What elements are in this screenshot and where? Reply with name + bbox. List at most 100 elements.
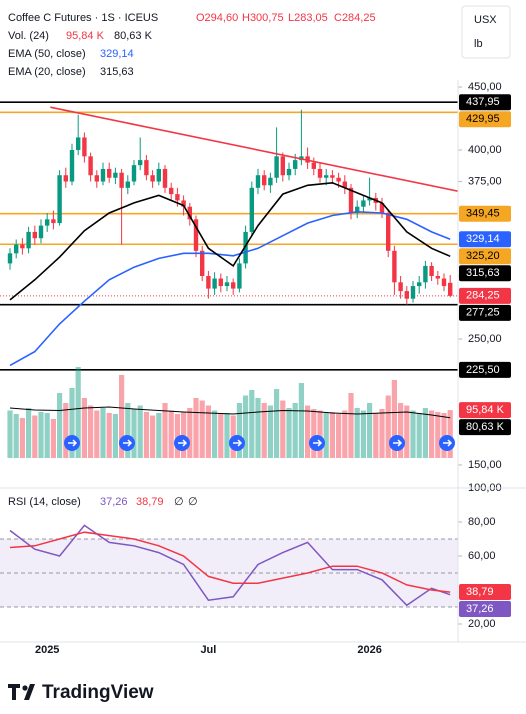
ema-line — [9, 181, 451, 301]
ohlc-label: L283,05 — [288, 12, 328, 24]
legend-name: RSI (14, close) — [8, 496, 81, 508]
volume-bar — [181, 412, 187, 458]
volume-bar — [360, 410, 366, 458]
trendline — [50, 106, 458, 192]
scale-badge — [459, 287, 511, 304]
scale-badge — [459, 205, 511, 222]
scale-badge — [459, 601, 511, 618]
candle-body — [14, 244, 19, 254]
candle-body — [336, 177, 341, 182]
volume-bar — [379, 409, 385, 458]
scale-badge-label: 325,20 — [466, 250, 500, 262]
candle-body — [348, 187, 354, 214]
candle-body — [255, 175, 261, 188]
candle-body — [330, 175, 335, 178]
volume-bar — [261, 403, 267, 458]
candle-body — [94, 175, 99, 182]
volume-bar — [305, 405, 311, 458]
scale-badge — [459, 361, 511, 378]
legend-name: Vol. (24) — [8, 30, 49, 42]
candle-body — [150, 175, 155, 182]
volume-bar — [199, 400, 205, 458]
scale-badge — [459, 419, 511, 436]
ohlc-label: H300,75 — [242, 12, 284, 24]
scale-badge-label: 284,25 — [466, 290, 500, 302]
symbol-title: Coffee C Futures · 1S · ICEUS — [8, 12, 158, 24]
scale-badge-label: 329,14 — [466, 233, 500, 245]
scale-badge-label: 37,26 — [466, 603, 494, 615]
volume-bar — [81, 398, 87, 458]
scale-badge — [459, 94, 511, 111]
volume-bar — [69, 388, 75, 458]
volume-bar — [88, 405, 94, 458]
scale-badge-label: 349,45 — [466, 208, 500, 220]
candle-body — [324, 175, 329, 178]
volume-bar — [94, 410, 100, 458]
volume-bar — [348, 393, 354, 458]
candle-body — [187, 206, 192, 220]
scale-badge-label: 429,95 — [466, 113, 500, 125]
volume-bar — [137, 405, 143, 458]
legend-value: ∅ — [188, 496, 198, 508]
scale-badge-label: 95,84 K — [466, 404, 505, 416]
volume-bar — [13, 414, 19, 458]
volume-bar — [367, 403, 373, 458]
scale-badge — [459, 265, 511, 282]
candle-body — [404, 291, 409, 299]
candle-body — [355, 206, 360, 214]
candle-body — [342, 181, 347, 188]
volume-bar — [75, 367, 81, 458]
candle-body — [131, 165, 137, 182]
candle-body — [7, 253, 13, 264]
candle-body — [200, 250, 205, 277]
candle-body — [175, 194, 180, 201]
candle-body — [113, 172, 118, 178]
candle-body — [206, 276, 211, 289]
volume-bar — [249, 390, 255, 458]
volume-bar — [311, 409, 317, 458]
candle-body — [429, 265, 434, 277]
volume-bar — [224, 413, 230, 458]
legend-value: 95,84 K — [66, 30, 105, 42]
volume-bar — [323, 413, 329, 458]
volume-bar — [32, 415, 38, 458]
candle-body — [20, 244, 25, 249]
candle-body — [249, 187, 254, 232]
volume-bar — [373, 413, 379, 458]
candle-body — [100, 168, 106, 182]
scale-badge-label: 38,79 — [466, 586, 494, 598]
rsi-line — [9, 524, 451, 607]
candle-body — [435, 276, 440, 279]
candle-body — [144, 160, 149, 176]
candle-body — [311, 162, 316, 169]
volume-bar — [398, 403, 404, 458]
rsi-line — [9, 531, 451, 593]
volume-bar — [243, 395, 249, 458]
y-tick-label: 375,00 — [468, 175, 502, 187]
y-tick-label: 150,00 — [468, 459, 502, 471]
price-pane — [0, 101, 458, 458]
volume-bar — [174, 414, 180, 458]
unit-box: USX lb — [461, 5, 511, 59]
candle-body — [262, 175, 267, 186]
volume-bar — [156, 413, 162, 458]
legend-name: EMA (50, close) — [8, 48, 86, 60]
scale-badges: 437,95 429,95 349,45 329,14 325,20 315,63 284,… — [459, 94, 511, 618]
candle-body — [392, 250, 397, 283]
volume-bar — [236, 403, 242, 458]
volume-bar — [131, 409, 137, 458]
volume-bar — [218, 414, 224, 458]
candle-body — [423, 265, 428, 283]
ohlc-label: O294,60 — [196, 12, 238, 24]
volume-bar — [447, 410, 453, 458]
ema-line — [9, 210, 451, 367]
volume-bar — [7, 410, 13, 458]
volume-bar — [441, 413, 447, 458]
candle-body — [218, 278, 223, 287]
candle-body — [317, 168, 323, 178]
plot-area: 450,00400,00375,00300,00250,00150,00100,… — [0, 81, 502, 656]
legend-value: 38,79 — [136, 496, 164, 508]
volume-bar — [143, 412, 149, 458]
candle-body — [231, 282, 236, 289]
volume-bar — [329, 412, 335, 458]
